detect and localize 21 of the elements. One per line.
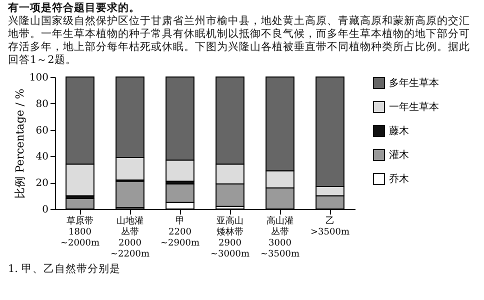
- legend-label: 多年生草本: [389, 77, 439, 89]
- y-tick-label: 0: [42, 204, 48, 216]
- y-tick-label: 20: [36, 178, 48, 190]
- y-tick-label: 40: [36, 152, 48, 163]
- legend-label: 一年生草本: [389, 101, 439, 113]
- text: 有一项是符合题目要求的。: [8, 2, 141, 15]
- x-tick-label: 草原带 1800 ~2000m: [60, 216, 100, 248]
- y-axis-title: 比例 Percentage / %: [13, 88, 26, 198]
- legend-label: 乔木: [389, 173, 409, 185]
- x-tick-label: 山地灌丛带 2000 ~2200m: [110, 216, 150, 260]
- text: 兴隆山国家级自然保护区位于甘肃省兰州市榆中县，地处黄土高原、青藏高原和蒙新高原的交汇地带。一年生草本植物的种子常具有休眠机制以抵御不良气候，而多年生草本植物的地下部分可存活多年，地上部分每年枯死或休眠。下图为兴隆山各植被垂直带不同植物种类所占比例。据此回答1～2题。: [8, 15, 471, 67]
- text: 1. 甲、乙自然带分别是: [8, 263, 122, 276]
- y-tick-label: 60: [36, 125, 48, 136]
- x-tick-label: 乙 >3500m: [310, 216, 350, 238]
- legend-label: 灌木: [389, 149, 409, 161]
- legend-label: 藤木: [389, 125, 409, 137]
- y-tick-label: 100: [29, 72, 48, 84]
- y-tick-label: 80: [36, 98, 48, 110]
- x-tick-label: 亚高山矮林带 2900 ~3000m: [210, 216, 250, 260]
- x-tick-label: 甲 2200 ~2900m: [160, 216, 200, 248]
- x-tick-label: 高山灌丛带 3000 ~3500m: [260, 216, 300, 260]
